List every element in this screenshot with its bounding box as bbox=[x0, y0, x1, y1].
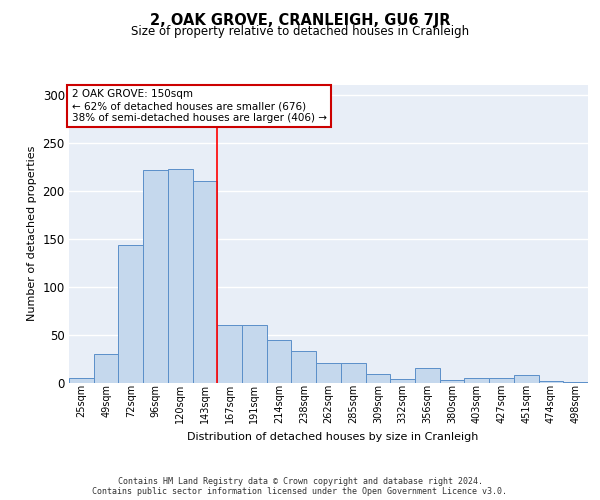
Bar bbox=[539, 380, 563, 382]
Bar bbox=[415, 368, 440, 382]
Bar bbox=[193, 181, 217, 382]
Bar bbox=[143, 170, 168, 382]
Bar bbox=[242, 325, 267, 382]
Y-axis label: Number of detached properties: Number of detached properties bbox=[27, 146, 37, 322]
Bar bbox=[267, 340, 292, 382]
Bar bbox=[292, 351, 316, 382]
Bar bbox=[118, 246, 143, 382]
Bar bbox=[514, 375, 539, 382]
Bar bbox=[489, 378, 514, 382]
Text: Size of property relative to detached houses in Cranleigh: Size of property relative to detached ho… bbox=[131, 25, 469, 38]
Bar bbox=[69, 378, 94, 382]
Bar bbox=[440, 380, 464, 382]
Bar bbox=[341, 364, 365, 382]
Bar bbox=[316, 364, 341, 382]
Bar bbox=[365, 374, 390, 382]
Bar bbox=[464, 378, 489, 382]
Text: Distribution of detached houses by size in Cranleigh: Distribution of detached houses by size … bbox=[187, 432, 479, 442]
Bar bbox=[217, 325, 242, 382]
Text: 2 OAK GROVE: 150sqm
← 62% of detached houses are smaller (676)
38% of semi-detac: 2 OAK GROVE: 150sqm ← 62% of detached ho… bbox=[71, 90, 326, 122]
Text: Contains HM Land Registry data © Crown copyright and database right 2024.
Contai: Contains HM Land Registry data © Crown c… bbox=[92, 476, 508, 496]
Text: 2, OAK GROVE, CRANLEIGH, GU6 7JR: 2, OAK GROVE, CRANLEIGH, GU6 7JR bbox=[150, 12, 450, 28]
Bar bbox=[390, 378, 415, 382]
Bar bbox=[94, 354, 118, 382]
Bar bbox=[168, 170, 193, 382]
